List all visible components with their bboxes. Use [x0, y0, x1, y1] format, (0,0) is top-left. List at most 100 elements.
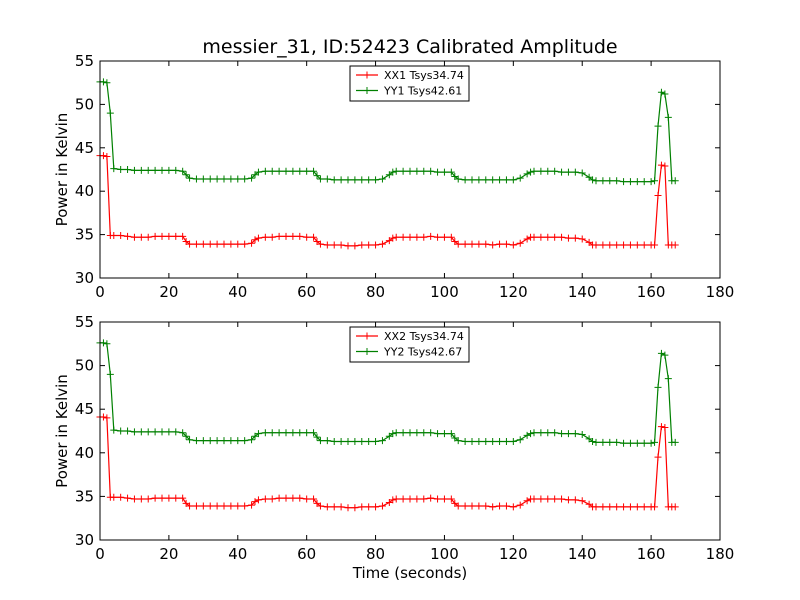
data-point [110, 231, 118, 239]
data-point [213, 240, 221, 248]
data-point [392, 233, 400, 241]
data-point [530, 495, 538, 503]
data-point [316, 437, 324, 445]
data-point [620, 178, 628, 186]
data-point [420, 429, 428, 437]
data-point [427, 494, 435, 502]
data-point [654, 453, 662, 461]
data-point [186, 436, 194, 444]
data-point [378, 437, 386, 445]
x-tick-label: 0 [95, 545, 105, 563]
data-point [289, 232, 297, 240]
x-tick-label: 160 [637, 283, 666, 301]
y-tick-label: 30 [75, 531, 94, 549]
data-point [378, 175, 386, 183]
data-point [261, 167, 269, 175]
data-point [254, 496, 262, 504]
x-tick-label: 40 [228, 283, 247, 301]
data-point [213, 175, 221, 183]
data-point [372, 176, 380, 184]
data-point [192, 175, 200, 183]
data-point [282, 232, 290, 240]
data-point [420, 495, 428, 503]
data-point [330, 241, 338, 249]
data-point [158, 232, 166, 240]
data-point [434, 168, 442, 176]
data-point [392, 429, 400, 437]
data-point [254, 168, 262, 176]
data-point [282, 167, 290, 175]
data-point [99, 152, 107, 160]
data-point [633, 241, 641, 249]
x-tick-label: 80 [366, 283, 385, 301]
data-point [620, 503, 628, 511]
data-point [106, 109, 114, 117]
data-point [671, 503, 679, 511]
data-point [482, 176, 490, 184]
data-point [551, 167, 559, 175]
data-point [389, 234, 397, 242]
data-point [241, 502, 249, 510]
data-point [234, 175, 242, 183]
data-point [337, 176, 345, 184]
upper-plot-panel: 0 20 40 60 80 100 120 140 160 180 30 35 40 45 50 55 Powe… [53, 52, 734, 301]
data-point [626, 178, 634, 186]
data-point [144, 495, 152, 503]
x-tick-label: 160 [637, 545, 666, 563]
data-point [502, 437, 510, 445]
data-point [626, 241, 634, 249]
data-point [454, 502, 462, 510]
data-point [640, 503, 648, 511]
data-point [657, 161, 665, 169]
data-point [468, 240, 476, 248]
data-point [344, 242, 352, 250]
data-point [165, 494, 173, 502]
data-point [103, 414, 111, 422]
data-point [130, 166, 138, 174]
data-point [571, 168, 579, 176]
data-point [613, 438, 621, 446]
data-point [296, 167, 304, 175]
data-point [351, 437, 359, 445]
data-point [558, 233, 566, 241]
data-point [275, 429, 283, 437]
data-point [213, 502, 221, 510]
data-point [592, 241, 600, 249]
data-point [206, 437, 214, 445]
legend: XX1 Tsys34.74 YY1 Tsys42.61 [349, 65, 470, 102]
data-point [351, 176, 359, 184]
y-tick-label: 50 [75, 95, 94, 113]
data-point [657, 88, 665, 96]
data-point [296, 494, 304, 502]
data-point [358, 176, 366, 184]
data-point [165, 232, 173, 240]
data-point [172, 494, 180, 502]
data-point [316, 240, 324, 248]
data-point [275, 494, 283, 502]
data-point [523, 235, 531, 243]
data-point [516, 501, 524, 509]
data-point [502, 502, 510, 510]
data-point [365, 241, 373, 249]
data-point [268, 495, 276, 503]
data-point [647, 439, 655, 447]
data-point [303, 167, 311, 175]
data-point [110, 493, 118, 501]
data-point [509, 437, 517, 445]
data-point [613, 241, 621, 249]
data-point [158, 494, 166, 502]
data-point [282, 429, 290, 437]
data-point [106, 370, 114, 378]
data-point [523, 497, 531, 505]
data-point [564, 496, 572, 504]
x-tick-label: 0 [95, 283, 105, 301]
data-point [151, 166, 159, 174]
data-point [440, 168, 448, 176]
data-point [351, 504, 359, 512]
data-point [144, 233, 152, 241]
data-point [447, 233, 455, 241]
data-point [558, 495, 566, 503]
data-point [537, 429, 545, 437]
y-tick-label: 40 [75, 444, 94, 462]
data-point [482, 240, 490, 248]
